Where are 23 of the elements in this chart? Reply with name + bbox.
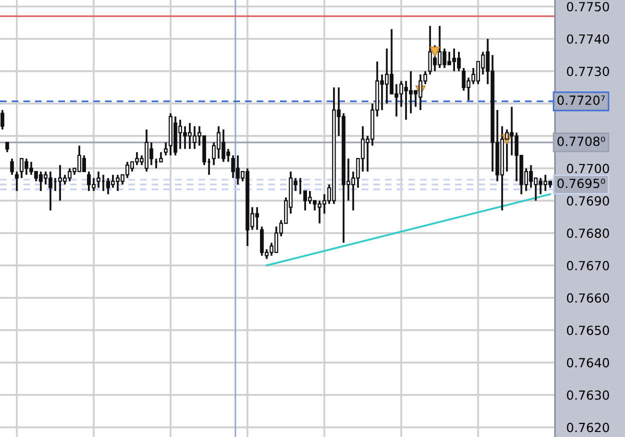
y-tick-label: 0.7730 <box>566 66 610 76</box>
y-tick-label: 0.7680 <box>566 228 610 238</box>
y-tick-label: 0.7660 <box>566 293 610 303</box>
y-tick-label: 0.7650 <box>566 326 610 336</box>
y-tick-label: 0.7750 <box>566 2 610 12</box>
y-tick-label: 0.7620 <box>566 422 610 432</box>
candlestick <box>0 109 4 130</box>
y-tick-label: 0.7700 <box>566 164 610 174</box>
candlestick <box>96 170 100 189</box>
candlestick <box>159 151 163 163</box>
ref-line-label: 0.7695⁰ <box>557 178 605 188</box>
y-tick-label: 0.7630 <box>566 390 610 400</box>
candlestick <box>14 170 19 192</box>
point <box>430 46 440 57</box>
y-tick-label: 0.7670 <box>566 260 610 270</box>
y-tick-label: 0.7640 <box>566 358 610 368</box>
y-tick-label: 0.7690 <box>566 196 610 206</box>
y-tick-label: 0.7740 <box>566 34 610 44</box>
candlestick <box>10 158 14 176</box>
ref-line-label: 0.7720⁷ <box>557 95 605 105</box>
ref-line-label: 0.7708⁰ <box>557 136 605 146</box>
candlestick <box>164 142 168 156</box>
candlestick <box>5 142 10 154</box>
